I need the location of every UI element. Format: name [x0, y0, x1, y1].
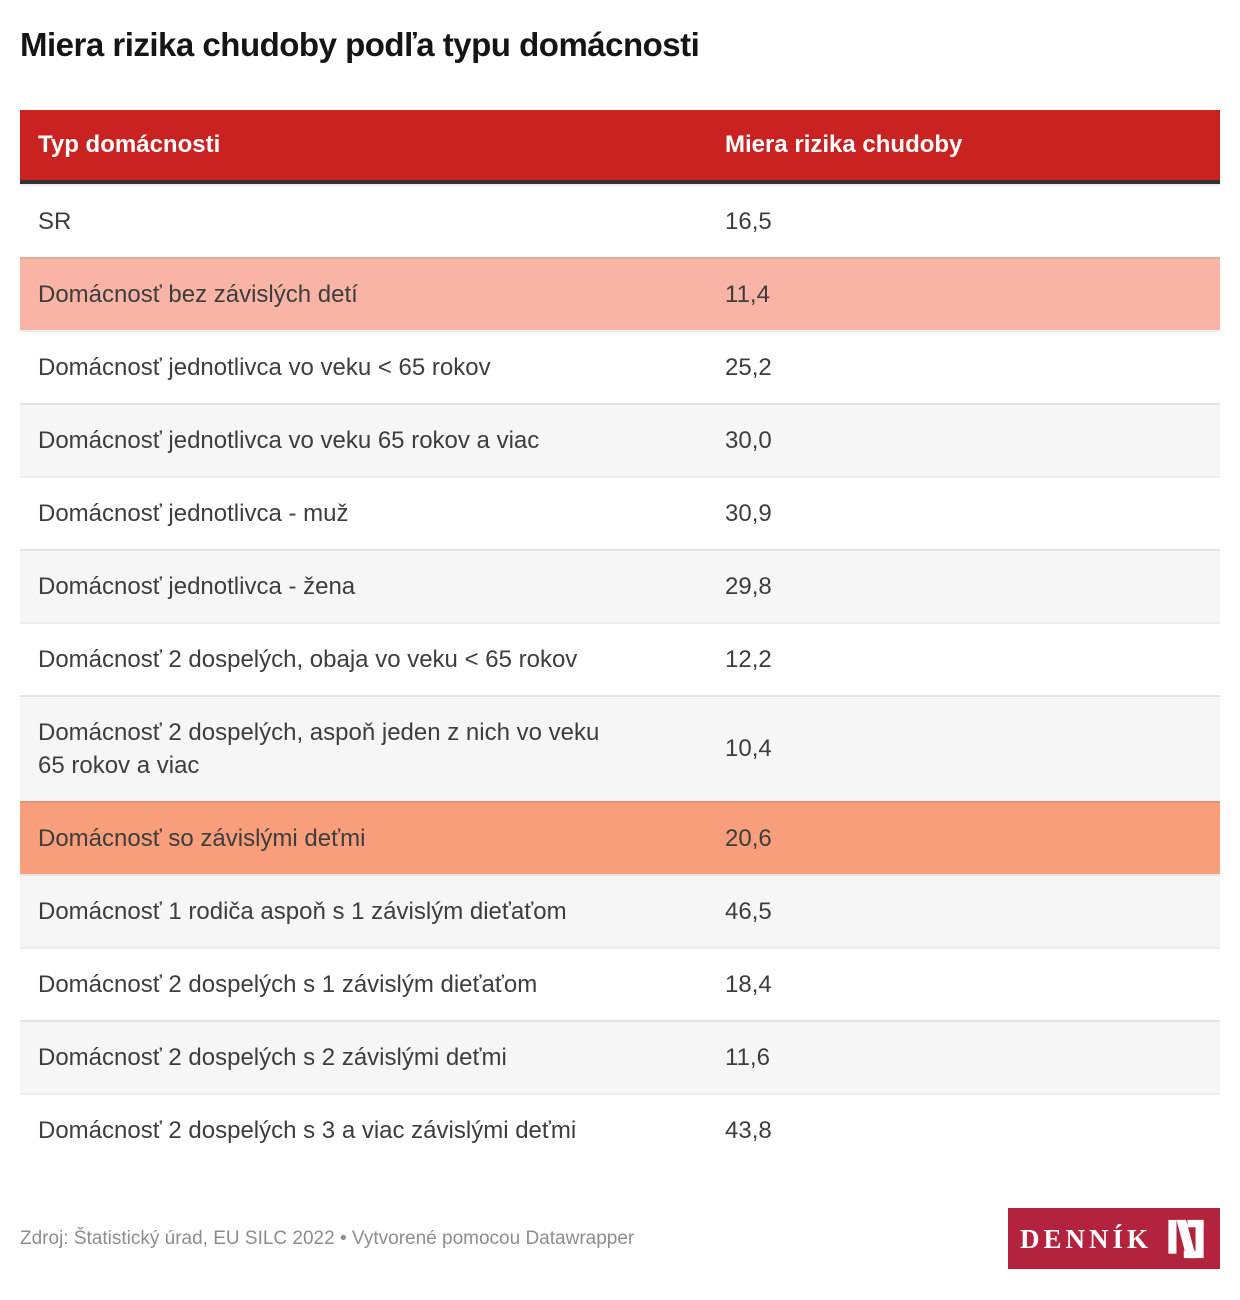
poverty-rate-cell: 20,6 [725, 824, 772, 852]
poverty-rate-cell: 16,5 [725, 207, 772, 235]
household-type-cell: Domácnosť 2 dospelých s 1 závislým dieťa… [38, 971, 538, 998]
poverty-rate-cell: 30,0 [725, 426, 772, 454]
table-row: Domácnosť 2 dospelých s 3 a viac závislý… [20, 1093, 1220, 1166]
table-row: SR 16,5 [20, 184, 1220, 257]
logo-wordmark: DENNÍK [1019, 1224, 1152, 1254]
dennik-n-monogram-icon [1168, 1219, 1204, 1258]
poverty-rate-cell: 18,4 [725, 970, 772, 998]
household-type-cell: Domácnosť jednotlivca - žena [38, 573, 356, 600]
household-type-cell: Domácnosť so závislými deťmi [38, 825, 366, 852]
header-cell-household-type: Typ domácnosti [38, 131, 221, 158]
poverty-risk-table: Typ domácnosti Miera rizika chudoby SR 1… [20, 110, 1220, 1166]
table-row: Domácnosť jednotlivca - muž 30,9 [20, 476, 1220, 549]
table-row: Domácnosť 2 dospelých s 2 závislými deťm… [20, 1020, 1220, 1093]
header-cell-poverty-rate: Miera rizika chudoby [725, 131, 963, 158]
table-row: Domácnosť 2 dospelých s 1 závislým dieťa… [20, 947, 1220, 1020]
poverty-rate-cell: 46,5 [725, 897, 772, 925]
household-type-cell: Domácnosť 2 dospelých s 2 závislými deťm… [38, 1044, 507, 1071]
poverty-rate-cell: 30,9 [725, 499, 772, 527]
poverty-rate-cell: 12,2 [725, 645, 772, 673]
poverty-rate-cell: 10,4 [725, 735, 772, 762]
household-type-cell: Domácnosť 2 dospelých, obaja vo veku < 6… [38, 646, 578, 673]
table-row: Domácnosť 2 dospelých, aspoň jeden z nic… [20, 695, 1220, 801]
dennik-n-logo: DENNÍK [1008, 1208, 1220, 1269]
poverty-rate-cell: 11,6 [725, 1043, 770, 1071]
table-row-highlighted: Domácnosť bez závislých detí 11,4 [20, 257, 1220, 330]
poverty-rate-cell: 25,2 [725, 353, 772, 381]
source-note: Zdroj: Štatistický úrad, EU SILC 2022 • … [20, 1227, 635, 1249]
household-type-cell: Domácnosť jednotlivca vo veku < 65 rokov [38, 354, 491, 381]
household-type-cell: SR [38, 208, 72, 235]
household-type-cell: Domácnosť jednotlivca vo veku 65 rokov a… [38, 427, 540, 454]
household-type-cell: Domácnosť 1 rodiča aspoň s 1 závislým di… [38, 898, 567, 925]
household-type-cell: Domácnosť jednotlivca - muž [38, 500, 349, 527]
table-row: Domácnosť 1 rodiča aspoň s 1 závislým di… [20, 874, 1220, 947]
poverty-rate-cell: 43,8 [725, 1116, 772, 1144]
table-row: Domácnosť jednotlivca vo veku 65 rokov a… [20, 403, 1220, 476]
table-header: Typ domácnosti Miera rizika chudoby [20, 110, 1220, 184]
poverty-rate-cell: 11,4 [725, 280, 770, 308]
table-row: Domácnosť 2 dospelých, obaja vo veku < 6… [20, 622, 1220, 695]
household-type-cell: Domácnosť bez závislých detí [38, 281, 358, 308]
household-type-cell: Domácnosť 2 dospelých, aspoň jeden z nic… [38, 719, 600, 779]
table-row-highlighted: Domácnosť so závislými deťmi 20,6 [20, 801, 1220, 874]
footer: Zdroj: Štatistický úrad, EU SILC 2022 • … [20, 1208, 1220, 1269]
poverty-rate-cell: 29,8 [725, 572, 772, 600]
household-type-cell: Domácnosť 2 dospelých s 3 a viac závislý… [38, 1117, 577, 1144]
table-row: Domácnosť jednotlivca - žena 29,8 [20, 549, 1220, 622]
page-title: Miera rizika chudoby podľa typu domácnos… [20, 26, 700, 63]
table-row: Domácnosť jednotlivca vo veku < 65 rokov… [20, 330, 1220, 403]
